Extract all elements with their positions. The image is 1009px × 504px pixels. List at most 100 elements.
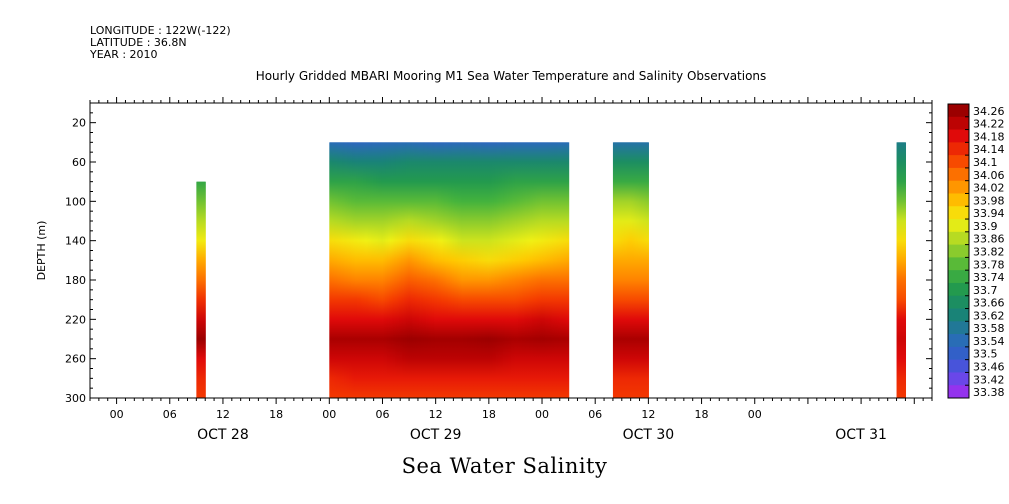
salinity-segment-1-strip xyxy=(542,142,545,398)
colorbar-swatch xyxy=(948,180,969,194)
salinity-segment-2-strip xyxy=(636,142,639,398)
date-label: OCT 28 xyxy=(197,427,249,443)
salinity-segment-1-strip xyxy=(545,142,548,398)
salinity-segment-2-strip xyxy=(613,142,616,398)
salinity-segment-2-strip xyxy=(614,142,617,398)
salinity-segment-0-strip xyxy=(203,181,205,398)
salinity-segment-1-strip xyxy=(413,142,415,398)
salinity-segment-1-strip xyxy=(379,142,381,398)
salinity-segment-1-strip xyxy=(392,142,394,398)
salinity-segment-1-strip xyxy=(387,142,389,398)
longitude-label: LONGITUDE : 122W(-122) xyxy=(90,24,231,37)
salinity-segment-1-strip xyxy=(330,142,332,398)
salinity-segment-1-strip xyxy=(500,142,503,398)
salinity-segment-1-strip xyxy=(401,142,403,398)
salinity-segment-1-strip xyxy=(398,142,400,398)
salinity-segment-2-strip xyxy=(627,142,630,398)
salinity-segment-1-strip xyxy=(416,142,418,398)
colorbar-label: 33.54 xyxy=(973,335,1005,348)
salinity-segment-1-strip xyxy=(426,142,428,398)
salinity-segment-1-strip xyxy=(502,142,505,398)
colorbar-swatch xyxy=(948,193,969,207)
salinity-segment-1-strip xyxy=(434,142,436,398)
salinity-segment-1-strip xyxy=(490,142,493,398)
salinity-segment-2-strip xyxy=(631,142,634,398)
salinity-segment-1-strip xyxy=(448,142,451,398)
salinity-segment-0-strip xyxy=(204,181,206,398)
salinity-segment-1-strip xyxy=(424,142,426,398)
salinity-segment-1-strip xyxy=(354,142,356,398)
y-tick-label: 140 xyxy=(65,235,86,248)
salinity-segment-1-strip xyxy=(519,142,522,398)
salinity-segment-1-strip xyxy=(364,142,366,398)
salinity-segment-1-strip xyxy=(456,142,459,398)
salinity-segment-1-strip xyxy=(391,142,393,398)
salinity-segment-1-strip xyxy=(365,142,367,398)
x-tick-label: 06 xyxy=(163,408,177,421)
salinity-segment-1-strip xyxy=(369,142,371,398)
salinity-segment-1-strip xyxy=(437,142,440,398)
salinity-segment-1-strip xyxy=(523,142,526,398)
salinity-segment-1-strip xyxy=(428,142,430,398)
salinity-segment-1-strip xyxy=(486,142,489,398)
salinity-segment-1-strip xyxy=(429,142,431,398)
salinity-segment-1-strip xyxy=(475,142,478,398)
colorbar-swatch xyxy=(948,257,969,271)
x-tick-label: 00 xyxy=(322,408,336,421)
salinity-segment-1-strip xyxy=(373,142,375,398)
salinity-segment-2-strip xyxy=(633,142,636,398)
colorbar-label: 34.26 xyxy=(973,105,1005,118)
salinity-segment-1-strip xyxy=(496,142,499,398)
colorbar-label: 34.06 xyxy=(973,169,1005,182)
colorbar-label: 33.58 xyxy=(973,322,1005,335)
salinity-segment-1-strip xyxy=(447,142,450,398)
salinity-segment-1-strip xyxy=(396,142,398,398)
salinity-segment-1-strip xyxy=(440,142,443,398)
salinity-segment-2-strip xyxy=(647,142,649,398)
salinity-segment-1-strip xyxy=(503,142,506,398)
colorbar-swatch xyxy=(948,385,969,399)
salinity-segment-1-strip xyxy=(442,142,445,398)
salinity-segment-1-strip xyxy=(567,142,570,398)
colorbar-label: 33.78 xyxy=(973,258,1005,271)
salinity-segment-1-strip xyxy=(417,142,419,398)
date-label: OCT 29 xyxy=(410,427,462,443)
salinity-segment-1-strip xyxy=(390,142,392,398)
salinity-segment-2-strip xyxy=(622,142,625,398)
colorbar-label: 34.1 xyxy=(973,156,998,169)
colorbar-swatch xyxy=(948,116,969,130)
salinity-segment-1-strip xyxy=(487,142,490,398)
salinity-segment-1-strip xyxy=(397,142,399,398)
salinity-segment-1-strip xyxy=(431,142,433,398)
salinity-segment-1-strip xyxy=(556,142,559,398)
salinity-segment-1-strip xyxy=(375,142,377,398)
salinity-segment-1-strip xyxy=(338,142,340,398)
salinity-segment-2-strip xyxy=(615,142,618,398)
x-tick-label: 06 xyxy=(588,408,602,421)
y-tick-label: 100 xyxy=(65,195,86,208)
y-tick-label: 300 xyxy=(65,392,86,405)
salinity-segment-1-strip xyxy=(565,142,568,398)
salinity-segment-1-strip xyxy=(467,142,470,398)
salinity-segment-1-strip xyxy=(347,142,349,398)
salinity-segment-1-strip xyxy=(458,142,461,398)
colorbar-label: 34.22 xyxy=(973,118,1005,131)
salinity-segment-1-strip xyxy=(451,142,454,398)
salinity-segment-1-strip xyxy=(526,142,529,398)
salinity-segment-1-strip xyxy=(333,142,335,398)
salinity-segment-1-strip xyxy=(501,142,504,398)
y-axis-label: DEPTH (m) xyxy=(35,221,48,281)
salinity-segment-1-strip xyxy=(534,142,537,398)
salinity-segment-1-strip xyxy=(553,142,556,398)
salinity-segment-1-strip xyxy=(453,142,456,398)
salinity-segment-1-strip xyxy=(527,142,530,398)
salinity-segment-2-strip xyxy=(630,142,633,398)
colorbar-swatch xyxy=(948,334,969,348)
salinity-segment-1-strip xyxy=(473,142,476,398)
x-tick-label: 00 xyxy=(535,408,549,421)
salinity-segment-1-strip xyxy=(477,142,480,398)
salinity-segment-1-strip xyxy=(474,142,477,398)
salinity-segment-1-strip xyxy=(563,142,566,398)
salinity-segment-1-strip xyxy=(459,142,462,398)
salinity-segment-1-strip xyxy=(353,142,355,398)
